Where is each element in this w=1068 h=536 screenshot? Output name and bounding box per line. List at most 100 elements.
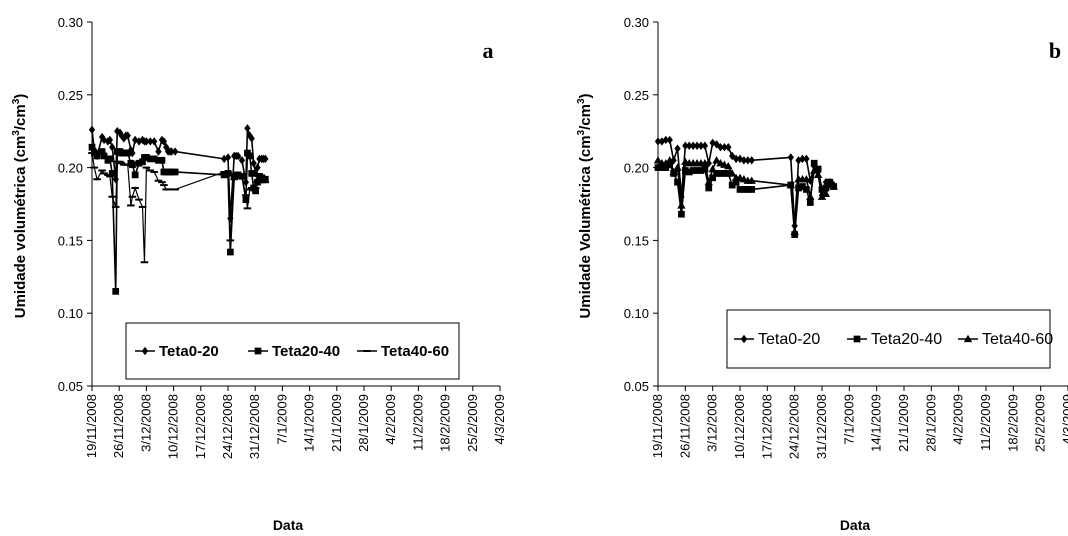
panel-letter: a bbox=[483, 38, 494, 63]
data-point-triangle bbox=[708, 164, 717, 173]
x-tick-label: 11/2/2009 bbox=[978, 394, 993, 451]
data-point-square bbox=[143, 154, 150, 161]
data-point-diamond bbox=[748, 156, 755, 165]
data-point-square bbox=[693, 167, 701, 174]
data-point-triangle bbox=[813, 170, 823, 179]
data-point-diamond bbox=[118, 131, 125, 140]
data-point-square bbox=[108, 170, 116, 177]
data-point-diamond bbox=[744, 156, 751, 165]
data-point-triangle bbox=[829, 182, 838, 190]
data-point-square bbox=[728, 181, 736, 189]
data-point-diamond bbox=[725, 143, 732, 152]
x-tick-label: 4/3/2009 bbox=[1060, 394, 1068, 445]
x-tick-label: 26/11/2008 bbox=[677, 394, 692, 458]
y-tick-label: 0.30 bbox=[58, 15, 83, 30]
x-tick-label: 14/1/2009 bbox=[869, 394, 884, 452]
x-tick-label: 4/3/2009 bbox=[492, 394, 507, 445]
legend-box bbox=[125, 322, 460, 380]
y-tick-label: 0.05 bbox=[58, 379, 83, 394]
data-point-square bbox=[100, 152, 108, 160]
data-point-square bbox=[709, 174, 717, 182]
y-tick-label: 0.10 bbox=[624, 306, 649, 321]
data-point-diamond bbox=[155, 147, 162, 156]
data-point-square bbox=[93, 152, 101, 160]
data-point-triangle bbox=[747, 176, 756, 184]
x-tick-label: 14/1/2009 bbox=[302, 394, 317, 452]
y-tick-label: 0.10 bbox=[58, 306, 83, 321]
data-point-square bbox=[98, 148, 106, 155]
x-tick-label: 3/12/2008 bbox=[705, 394, 720, 452]
legend-label: Teta40-60 bbox=[381, 343, 449, 360]
data-point-square bbox=[254, 347, 262, 355]
data-point-diamond bbox=[227, 214, 234, 223]
x-tick-label: 24/12/2008 bbox=[787, 394, 802, 459]
data-point-square bbox=[88, 143, 96, 151]
data-point-diamond bbox=[654, 137, 662, 146]
data-point-square bbox=[146, 155, 154, 163]
data-point-square bbox=[818, 186, 826, 193]
legend-label: Teta20-40 bbox=[272, 343, 340, 360]
data-point-diamond bbox=[701, 141, 709, 150]
x-tick-label: 4/2/2009 bbox=[951, 394, 966, 445]
data-point-square bbox=[150, 155, 158, 163]
data-point-diamond bbox=[244, 124, 251, 133]
data-point-square bbox=[748, 186, 756, 193]
data-point-diamond bbox=[246, 131, 253, 140]
series-teta40-60 bbox=[653, 156, 838, 235]
data-point-triangle bbox=[700, 159, 710, 167]
data-point-triangle bbox=[712, 156, 721, 164]
data-point-square bbox=[853, 335, 861, 343]
y-title-part: Umidade volumétrica (cm bbox=[12, 136, 29, 319]
data-point-diamond bbox=[689, 141, 697, 150]
data-point-triangle bbox=[817, 192, 827, 200]
data-point-diamond bbox=[88, 125, 96, 134]
legend: Teta0-20 Teta20-40 Teta40-60 bbox=[125, 322, 460, 380]
y-title-superscript: 3 bbox=[11, 98, 22, 104]
data-point-square bbox=[701, 165, 709, 173]
data-point-diamond bbox=[682, 141, 689, 150]
data-point-square bbox=[139, 158, 146, 166]
data-point-diamond bbox=[135, 137, 143, 146]
data-point-diamond bbox=[666, 135, 673, 145]
legend-label: Teta40-60 bbox=[982, 331, 1053, 348]
data-point-triangle bbox=[802, 175, 811, 183]
data-point-square bbox=[666, 161, 674, 169]
legend: Teta0-20 Teta20-40 Teta40-60 bbox=[726, 309, 1053, 369]
chart-panel-b: 0.05 0.10 0.15 0.20 0.25 0.30 19/11/2008 26/11/… bbox=[576, 15, 1068, 533]
x-tick-label: 18/2/2009 bbox=[438, 394, 453, 452]
y-axis-title: Umidade volumétrica (cm3/cm3) bbox=[11, 94, 29, 319]
data-point-square bbox=[129, 161, 136, 169]
y-tick-label: 0.15 bbox=[58, 233, 83, 248]
data-point-triangle bbox=[727, 169, 737, 177]
data-point-triangle bbox=[724, 161, 733, 170]
data-point-square bbox=[124, 149, 132, 157]
x-tick-label: 4/2/2009 bbox=[383, 394, 398, 445]
data-point-diamond bbox=[686, 141, 693, 150]
data-point-square bbox=[705, 184, 713, 192]
x-tick-label: 24/12/2008 bbox=[220, 394, 235, 459]
data-point-triangle bbox=[661, 159, 671, 167]
chart-panel-a: 0.05 0.10 0.15 0.20 0.25 0.30 19/11/2008 26/11/… bbox=[11, 15, 507, 533]
data-point-square bbox=[740, 186, 748, 193]
data-point-diamond bbox=[787, 153, 794, 162]
data-point-triangle bbox=[669, 167, 678, 176]
data-point-diamond bbox=[250, 159, 257, 168]
y-tick-label: 0.25 bbox=[624, 88, 649, 103]
data-point-triangle bbox=[809, 166, 819, 174]
data-point-square bbox=[158, 156, 166, 164]
data-point-diamond bbox=[172, 147, 179, 156]
data-point-square bbox=[732, 178, 740, 186]
data-point-triangle bbox=[665, 156, 674, 164]
data-point-diamond bbox=[803, 154, 810, 164]
x-tick-label: 28/1/2009 bbox=[356, 394, 371, 452]
data-point-diamond bbox=[147, 137, 154, 146]
data-point-diamond bbox=[131, 135, 139, 145]
data-point-square bbox=[171, 168, 179, 176]
data-point-square bbox=[112, 288, 120, 295]
data-point-square bbox=[252, 187, 259, 195]
x-tick-label: 10/12/2008 bbox=[732, 394, 747, 459]
series-teta40-60 bbox=[88, 152, 270, 264]
data-point-diamond bbox=[124, 131, 131, 140]
x-tick-label: 7/1/2009 bbox=[841, 394, 856, 445]
